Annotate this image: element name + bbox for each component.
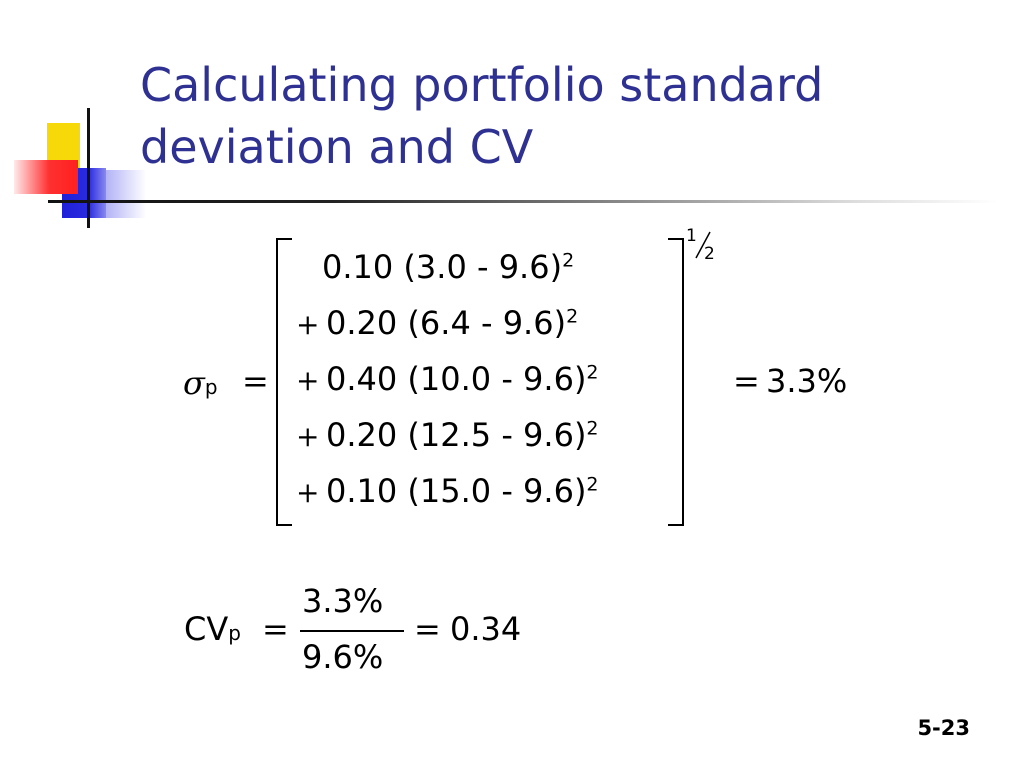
cv-numerator: 3.3% (302, 582, 384, 620)
row-2-term: 0.20 (6.4 - 9.6) (326, 304, 567, 342)
title-underline (48, 200, 998, 203)
power-denominator: 2 (704, 244, 715, 264)
row-3-term: 0.40 (10.0 - 9.6) (326, 360, 587, 398)
sigma-row-4: +0.20 (12.5 - 9.6)2 (296, 416, 599, 454)
row-4-exp: 2 (586, 417, 599, 440)
sigma-result: 3.3% (766, 362, 848, 400)
power-slash (695, 231, 711, 259)
sigma-symbol: σ (183, 364, 205, 402)
row-2-exp: 2 (566, 305, 579, 328)
row-5-exp: 2 (586, 473, 599, 496)
row-5-prefix: + (296, 476, 320, 509)
row-4-prefix: + (296, 420, 320, 453)
row-5-term: 0.10 (15.0 - 9.6) (326, 472, 587, 510)
slide-number: 5-23 (917, 716, 970, 740)
sigma-row-1: 0.10 (3.0 - 9.6)2 (296, 248, 574, 286)
sigma-row-3: +0.40 (10.0 - 9.6)2 (296, 360, 599, 398)
fraction-bar (300, 630, 404, 632)
cv-equals: = (262, 610, 289, 648)
row-3-exp: 2 (586, 361, 599, 384)
left-bracket (276, 238, 292, 526)
power-numerator: 1 (686, 226, 697, 246)
row-1-exp: 2 (562, 249, 575, 272)
sigma-row-5: +0.10 (15.0 - 9.6)2 (296, 472, 599, 510)
decor-blue-fade (106, 170, 146, 218)
cv-label: CV (184, 610, 229, 648)
sigma-row-2: +0.20 (6.4 - 9.6)2 (296, 304, 578, 342)
cv-result-equals: = (414, 610, 441, 648)
row-3-prefix: + (296, 364, 320, 397)
sigma-symbol-group: σp (183, 364, 218, 402)
cv-label-group: CVp (184, 610, 241, 648)
row-1-term: 0.10 (3.0 - 9.6) (322, 248, 563, 286)
decor-red-square (14, 160, 78, 194)
sigma-subscript: p (204, 375, 218, 399)
sigma-result-equals: = (733, 362, 760, 400)
row-4-term: 0.20 (12.5 - 9.6) (326, 416, 587, 454)
decor-vertical-line (87, 108, 90, 228)
right-bracket (668, 238, 684, 526)
sigma-equals: = (242, 362, 269, 400)
row-2-prefix: + (296, 308, 320, 341)
slide-title: Calculating portfolio standard deviation… (140, 58, 824, 174)
cv-subscript: p (228, 621, 241, 645)
cv-result: 0.34 (450, 610, 522, 648)
cv-denominator: 9.6% (302, 638, 384, 676)
